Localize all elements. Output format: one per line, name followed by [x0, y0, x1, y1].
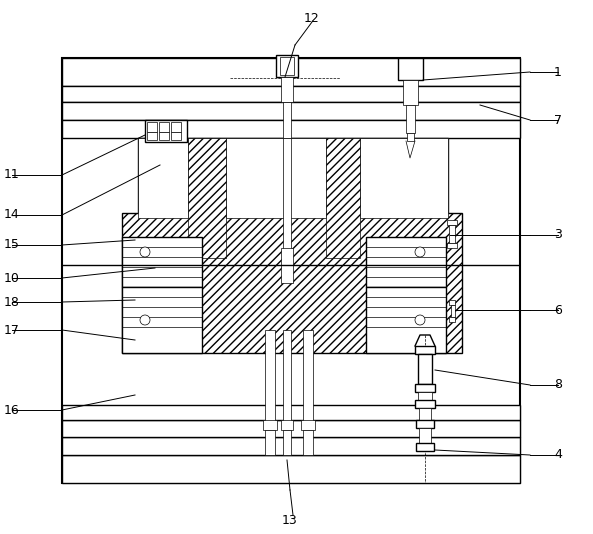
Bar: [62, 58, 520, 86]
Bar: [415, 346, 435, 354]
Bar: [326, 138, 360, 258]
Bar: [303, 430, 313, 455]
Bar: [360, 138, 448, 218]
Bar: [283, 330, 291, 425]
Bar: [62, 102, 520, 120]
Bar: [188, 138, 226, 258]
Bar: [283, 102, 291, 138]
Bar: [451, 305, 455, 317]
Bar: [449, 317, 455, 322]
Bar: [416, 443, 434, 451]
Bar: [447, 220, 457, 225]
Bar: [62, 405, 520, 420]
Text: 14: 14: [4, 208, 20, 222]
Bar: [418, 354, 432, 384]
Circle shape: [140, 247, 150, 257]
Bar: [403, 80, 418, 105]
Text: 8: 8: [554, 379, 562, 391]
Bar: [159, 122, 169, 132]
Bar: [449, 300, 455, 305]
Bar: [276, 55, 298, 77]
Bar: [407, 133, 414, 141]
Bar: [62, 437, 520, 455]
Bar: [62, 58, 520, 483]
Bar: [398, 58, 423, 80]
Bar: [263, 420, 277, 430]
Text: 7: 7: [554, 114, 562, 127]
Bar: [415, 400, 435, 408]
Circle shape: [415, 315, 425, 325]
Bar: [301, 420, 315, 430]
Text: 13: 13: [282, 514, 298, 527]
Text: 6: 6: [554, 303, 562, 317]
Bar: [281, 248, 293, 283]
Bar: [62, 455, 520, 483]
Bar: [265, 430, 275, 455]
Text: 1: 1: [554, 66, 562, 78]
Bar: [265, 330, 275, 425]
Bar: [447, 243, 457, 248]
Bar: [281, 420, 293, 430]
Text: 15: 15: [4, 239, 20, 252]
Text: 3: 3: [554, 229, 562, 241]
Bar: [122, 237, 202, 287]
Bar: [416, 420, 434, 428]
Bar: [226, 138, 326, 218]
Bar: [281, 77, 293, 102]
Bar: [147, 122, 157, 132]
Bar: [449, 225, 455, 243]
Circle shape: [415, 247, 425, 257]
Bar: [303, 330, 313, 425]
Bar: [406, 105, 415, 133]
Bar: [283, 430, 291, 455]
Bar: [366, 237, 446, 287]
Bar: [62, 420, 520, 437]
Circle shape: [140, 315, 150, 325]
Bar: [418, 392, 432, 400]
Bar: [145, 120, 187, 142]
Bar: [138, 138, 448, 258]
Bar: [122, 213, 462, 353]
Bar: [147, 132, 157, 140]
Text: 4: 4: [554, 449, 562, 461]
Bar: [419, 408, 431, 420]
Bar: [62, 86, 520, 102]
Bar: [419, 428, 431, 443]
Bar: [62, 120, 520, 138]
Bar: [366, 287, 446, 353]
Text: 17: 17: [4, 324, 20, 336]
Text: 16: 16: [4, 404, 20, 417]
Bar: [171, 122, 181, 132]
Bar: [283, 138, 291, 268]
Text: 10: 10: [4, 271, 20, 285]
Bar: [159, 132, 169, 140]
Bar: [280, 57, 294, 75]
Text: 12: 12: [304, 12, 320, 25]
Text: 18: 18: [4, 295, 20, 309]
Text: 11: 11: [4, 169, 20, 182]
Bar: [171, 132, 181, 140]
Bar: [122, 287, 202, 353]
Bar: [415, 384, 435, 392]
Bar: [138, 138, 188, 218]
